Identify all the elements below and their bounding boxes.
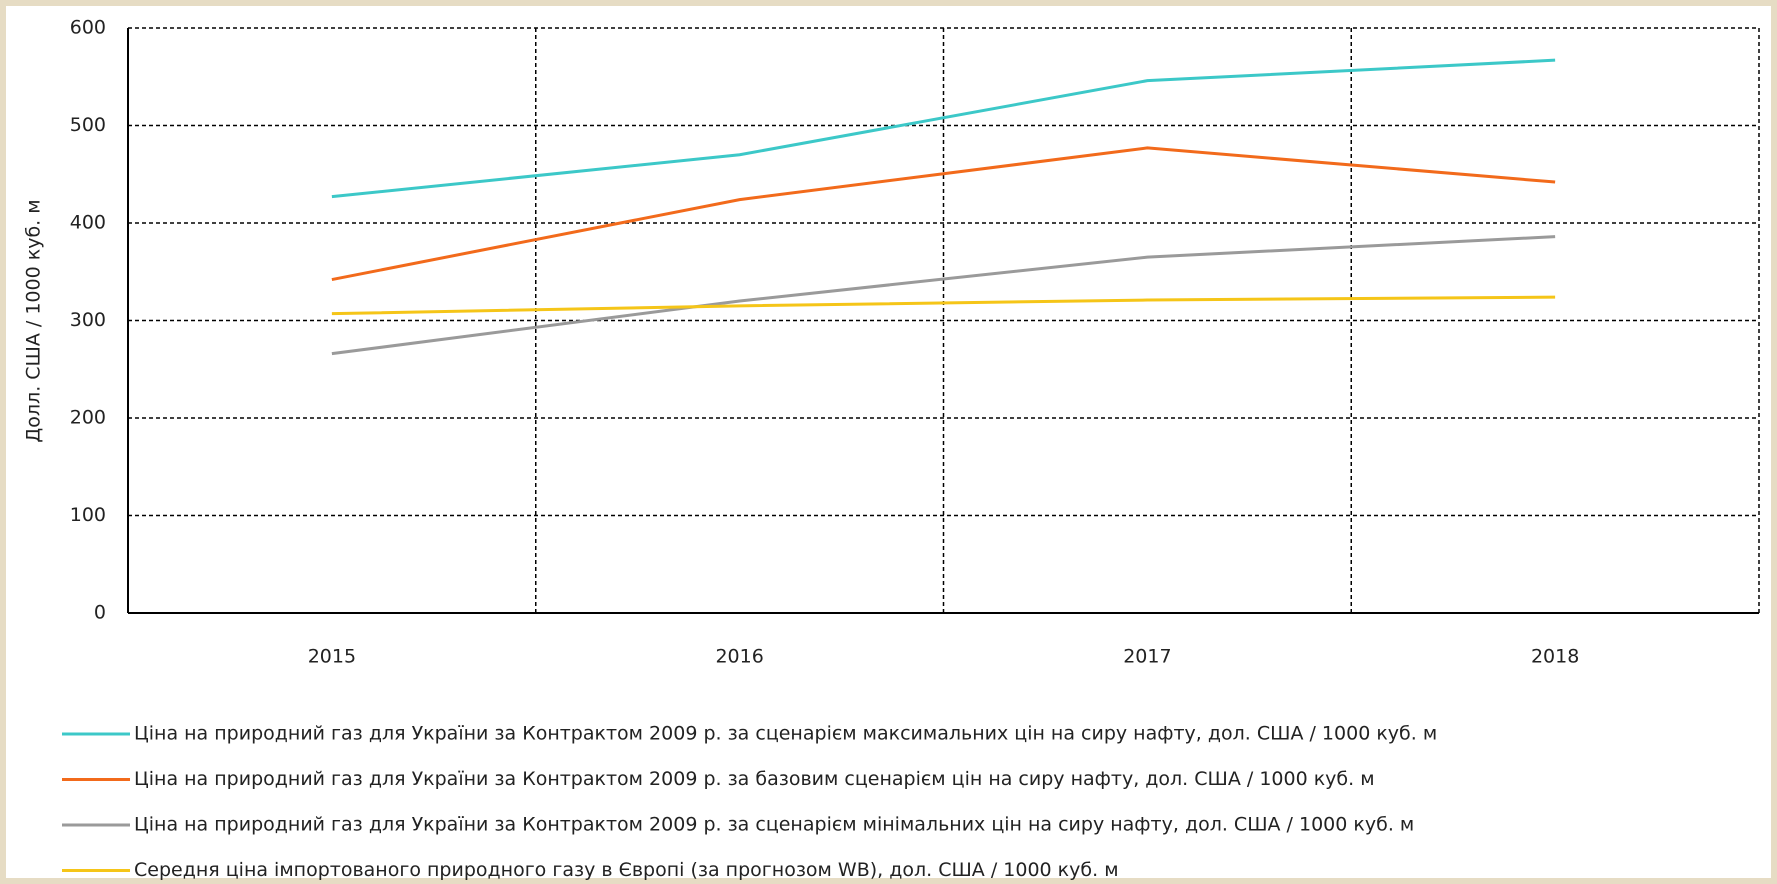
x-tick-label: 2017 <box>1123 646 1171 668</box>
series-line <box>331 295 1556 316</box>
x-tick-label: 2016 <box>715 646 763 668</box>
legend-label: Середня ціна імпортованого природного га… <box>134 859 1119 881</box>
y-tick-label: 200 <box>70 407 106 429</box>
series-line <box>331 58 1556 199</box>
legend-label: Ціна на природний газ для України за Кон… <box>134 814 1414 836</box>
legend-label: Ціна на природний газ для України за Кон… <box>134 723 1437 745</box>
y-tick-label: 500 <box>70 114 106 136</box>
y-tick-label: 300 <box>70 309 106 331</box>
y-tick-label: 100 <box>70 504 106 526</box>
x-tick-label: 2015 <box>308 646 356 668</box>
y-tick-label: 600 <box>70 17 106 39</box>
panel <box>6 6 1771 878</box>
series-line <box>331 235 1556 356</box>
y-tick-label: 0 <box>94 602 106 624</box>
y-tick-label: 400 <box>70 212 106 234</box>
series-line <box>331 146 1556 282</box>
y-axis-label: Долл. США / 1000 куб. м <box>23 199 45 442</box>
legend-label: Ціна на природний газ для України за Кон… <box>134 768 1375 790</box>
x-tick-label: 2018 <box>1531 646 1579 668</box>
